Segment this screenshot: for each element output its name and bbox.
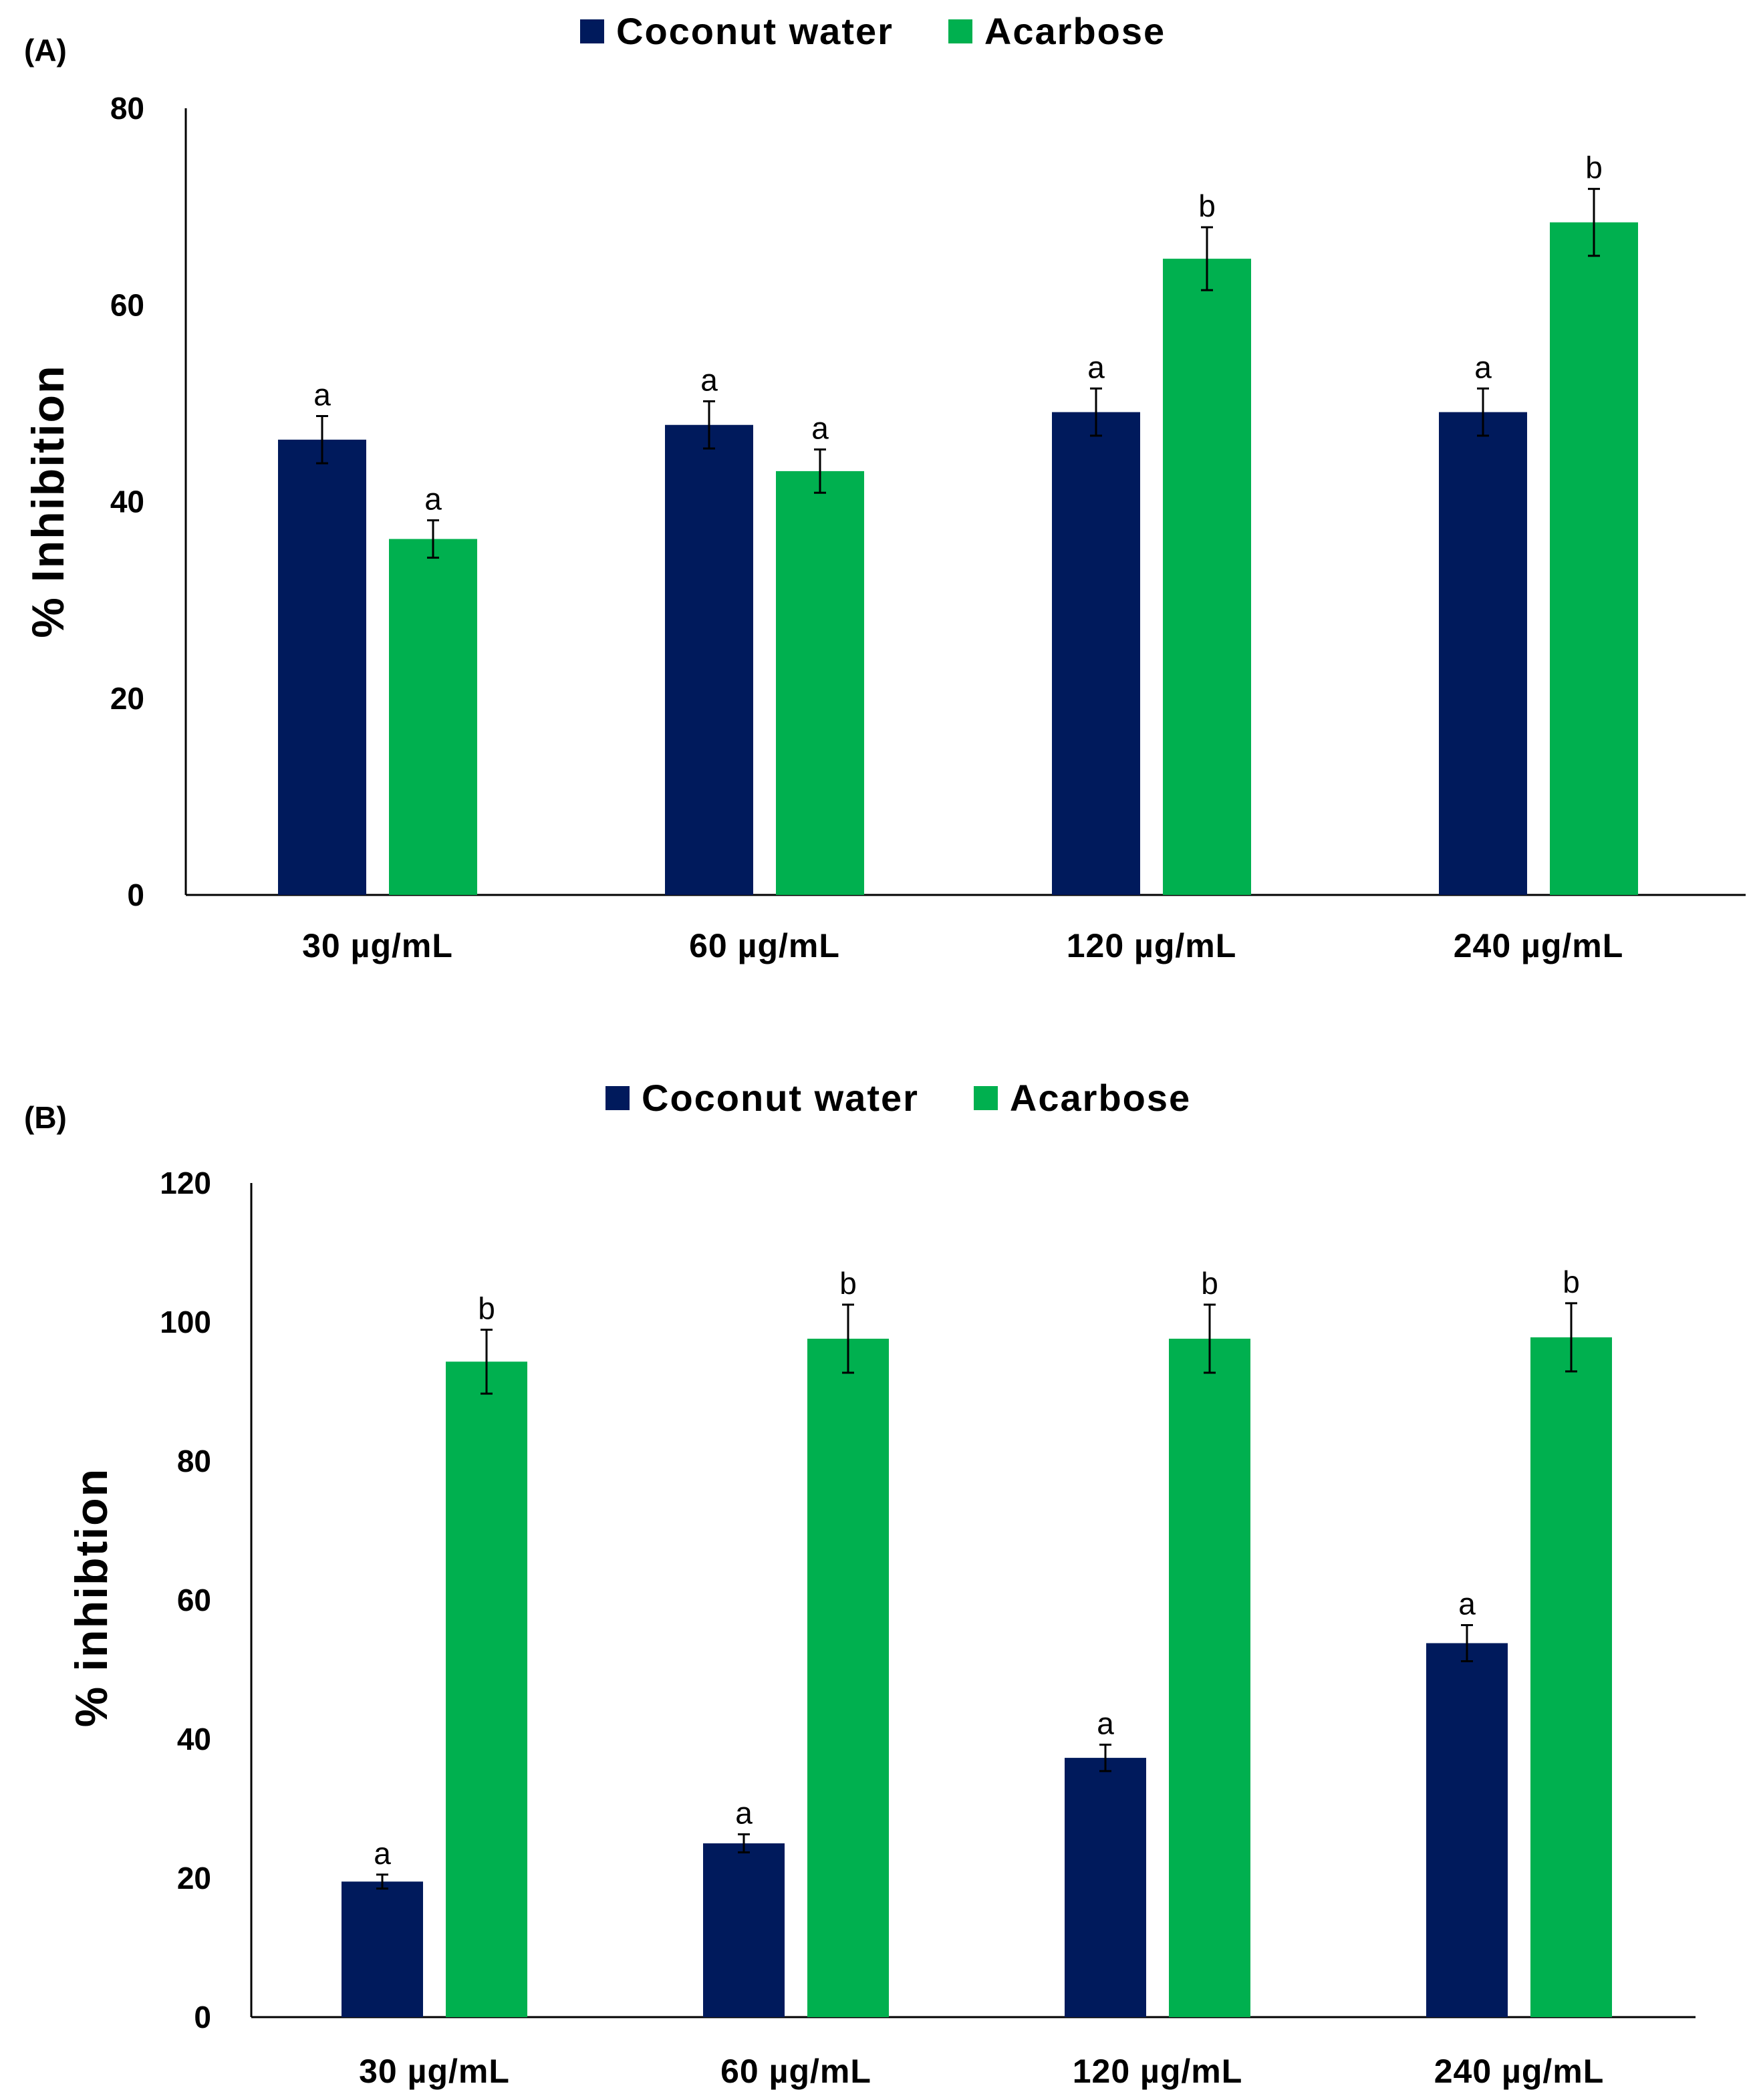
panel-b-y-axis-title: % inhibtion bbox=[66, 1468, 117, 1727]
panel-a-label: (A) bbox=[24, 33, 67, 68]
panel-b-x-category-label: 120 µg/mL bbox=[1073, 2053, 1243, 2090]
panel-b-significance-letter: b bbox=[478, 1291, 495, 1325]
legend-item-coconut: Coconut water bbox=[605, 1076, 919, 1120]
legend-label-coconut: Coconut water bbox=[616, 10, 894, 52]
panel-b-x-category-label: 60 µg/mL bbox=[720, 2053, 871, 2090]
panel-a-significance-letter: a bbox=[1087, 350, 1105, 384]
panel-b-y-tick-label: 100 bbox=[160, 1305, 211, 1339]
legend-label-coconut: Coconut water bbox=[642, 1077, 919, 1119]
panel-b-label: (B) bbox=[24, 1100, 67, 1135]
panel-b-bar-acarbose bbox=[1530, 1337, 1612, 2017]
panel-b-y-tick-label: 20 bbox=[177, 1861, 211, 1895]
panel-b-bar-coconut bbox=[342, 1881, 423, 2017]
panel-b-y-tick-label: 60 bbox=[177, 1583, 211, 1617]
panel-b-y-tick-label: 40 bbox=[177, 1722, 211, 1756]
panel-a-significance-letter: a bbox=[1474, 350, 1492, 384]
panel-a-y-tick-label: 20 bbox=[110, 681, 144, 716]
legend-swatch-acarbose bbox=[948, 19, 972, 43]
panel-a-significance-letter: a bbox=[700, 362, 718, 397]
legend-item-coconut: Coconut water bbox=[580, 9, 894, 53]
panel-a-x-category-label: 60 µg/mL bbox=[689, 927, 840, 964]
panel-b-y-tick-label: 120 bbox=[160, 1166, 211, 1200]
legend-swatch-acarbose bbox=[973, 1085, 998, 1110]
panel-a-significance-letter: b bbox=[1198, 188, 1216, 223]
legend-label-acarbose: Acarbose bbox=[984, 10, 1166, 52]
panel-a-y-tick-label: 0 bbox=[127, 878, 144, 912]
panel-b-bar-coconut bbox=[703, 1843, 785, 2017]
panel-a-x-category-label: 240 µg/mL bbox=[1454, 927, 1624, 964]
panel-b-significance-letter: b bbox=[1563, 1265, 1580, 1299]
panel-a-bar-acarbose bbox=[389, 539, 477, 895]
panel-a-y-tick-label: 60 bbox=[110, 287, 144, 322]
panel-b-significance-letter: a bbox=[1097, 1706, 1114, 1740]
panel-a-legend: Coconut water Acarbose bbox=[580, 9, 1220, 53]
panel-b-bar-acarbose bbox=[446, 1361, 527, 2017]
panel-b-x-category-label: 240 µg/mL bbox=[1434, 2053, 1605, 2090]
panel-a-bar-acarbose bbox=[776, 471, 864, 895]
panel-b-legend: Coconut water Acarbose bbox=[605, 1076, 1246, 1120]
panel-a-significance-letter: a bbox=[424, 481, 442, 516]
panel-a-bar-coconut bbox=[1439, 412, 1527, 895]
panel-b-y-tick-label: 0 bbox=[194, 2000, 211, 2035]
legend-item-acarbose: Acarbose bbox=[948, 9, 1166, 53]
panel-b-x-category-label: 30 µg/mL bbox=[359, 2053, 510, 2090]
panel-a-bar-coconut bbox=[665, 424, 753, 895]
panel-a-bar-acarbose bbox=[1163, 259, 1251, 895]
panel-a-x-category-label: 120 µg/mL bbox=[1067, 927, 1237, 964]
panel-b-bar-acarbose bbox=[807, 1338, 889, 2017]
panel-a-y-tick-label: 40 bbox=[110, 485, 144, 519]
panel-b-significance-letter: a bbox=[735, 1795, 753, 1830]
legend-swatch-coconut bbox=[580, 19, 604, 43]
panel-a-significance-letter: b bbox=[1585, 150, 1603, 185]
panel-b-significance-letter: b bbox=[1201, 1266, 1218, 1301]
panel-a-x-category-label: 30 µg/mL bbox=[302, 927, 453, 964]
panel-a-y-axis-title: % Inhibition bbox=[23, 364, 74, 638]
panel-a-significance-letter: a bbox=[313, 378, 331, 412]
panel-a-significance-letter: a bbox=[811, 411, 829, 446]
legend-item-acarbose: Acarbose bbox=[973, 1076, 1192, 1120]
panel-a-bar-acarbose bbox=[1550, 222, 1638, 895]
panel-b-bar-acarbose bbox=[1169, 1338, 1250, 2017]
panel-b-bar-coconut bbox=[1065, 1758, 1146, 2017]
panel-b-y-tick-label: 80 bbox=[177, 1444, 211, 1478]
panel-b-significance-letter: a bbox=[1458, 1586, 1476, 1621]
panel-b-significance-letter: a bbox=[374, 1836, 391, 1871]
panel-a-y-tick-label: 80 bbox=[110, 91, 144, 126]
panel-b-bar-coconut bbox=[1426, 1643, 1508, 2017]
panel-a-bar-coconut bbox=[1052, 412, 1140, 895]
legend-label-acarbose: Acarbose bbox=[1009, 1077, 1192, 1119]
panel-a-bar-coconut bbox=[278, 439, 366, 895]
legend-swatch-coconut bbox=[605, 1085, 630, 1110]
panel-b-significance-letter: b bbox=[839, 1266, 857, 1301]
